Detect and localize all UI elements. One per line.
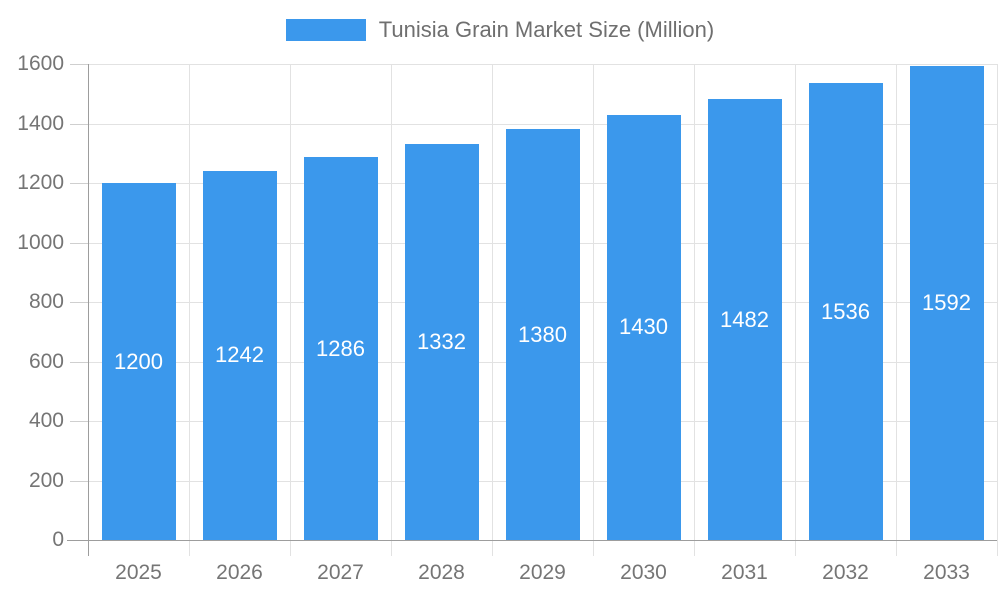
y-tick-label: 200 [28, 469, 64, 492]
y-axis-tick [70, 481, 88, 482]
x-axis-line [67, 540, 997, 541]
gridline-horizontal [88, 124, 997, 125]
x-tick-label: 2030 [620, 561, 667, 584]
gridline-vertical [391, 64, 392, 556]
y-tick-label: 1400 [17, 112, 64, 135]
bar-2028[interactable] [404, 143, 479, 540]
gridline-vertical [896, 64, 897, 556]
bar-2026[interactable] [202, 170, 277, 540]
legend-swatch [285, 19, 366, 41]
y-axis-tick [70, 124, 88, 125]
y-axis-tick [70, 362, 88, 363]
bar-value-label: 1242 [215, 342, 264, 368]
bar-value-label: 1482 [720, 306, 769, 332]
bar-2031[interactable] [707, 99, 782, 540]
bar-value-label: 1592 [922, 290, 971, 316]
x-tick-label: 2032 [822, 561, 869, 584]
y-tick-label: 1200 [17, 171, 64, 194]
x-tick-label: 2025 [115, 561, 162, 584]
gridline-vertical [997, 64, 998, 556]
gridline-vertical [492, 64, 493, 556]
bar-value-label: 1332 [417, 328, 466, 354]
y-tick-label: 1000 [17, 231, 64, 254]
bar-value-label: 1286 [316, 335, 365, 361]
bar-2032[interactable] [808, 83, 883, 540]
gridline-vertical [795, 64, 796, 556]
bar-2033[interactable] [909, 66, 984, 540]
x-tick-label: 2027 [317, 561, 364, 584]
gridline-vertical [290, 64, 291, 556]
y-tick-label: 800 [28, 290, 64, 313]
y-axis-tick [70, 302, 88, 303]
x-tick-label: 2029 [519, 561, 566, 584]
y-tick-label: 600 [28, 350, 64, 373]
bar-2025[interactable] [101, 183, 176, 540]
gridline-horizontal [88, 64, 997, 65]
bar-value-label: 1536 [821, 298, 870, 324]
x-tick-label: 2031 [721, 561, 768, 584]
y-tick-label: 0 [52, 528, 64, 551]
bar-value-label: 1430 [619, 314, 668, 340]
y-axis-tick [70, 421, 88, 422]
y-tick-label: 400 [28, 409, 64, 432]
gridline-vertical [694, 64, 695, 556]
bar-value-label: 1200 [114, 348, 163, 374]
x-tick-label: 2026 [216, 561, 263, 584]
bar-2030[interactable] [606, 114, 681, 540]
y-tick-label: 1600 [17, 52, 64, 75]
legend-label: Tunisia Grain Market Size (Million) [378, 17, 715, 42]
gridline-vertical [593, 64, 594, 556]
gridline-vertical [189, 64, 190, 556]
bar-2027[interactable] [303, 157, 378, 540]
x-tick-label: 2028 [418, 561, 465, 584]
bar-2029[interactable] [505, 129, 580, 540]
legend-item[interactable]: Tunisia Grain Market Size (Million) [0, 17, 1000, 43]
bar-value-label: 1380 [518, 321, 567, 347]
x-tick-label: 2033 [923, 561, 970, 584]
y-axis-line [88, 64, 89, 556]
y-axis-tick [70, 64, 88, 65]
y-axis-tick [70, 243, 88, 244]
y-axis-tick [70, 183, 88, 184]
